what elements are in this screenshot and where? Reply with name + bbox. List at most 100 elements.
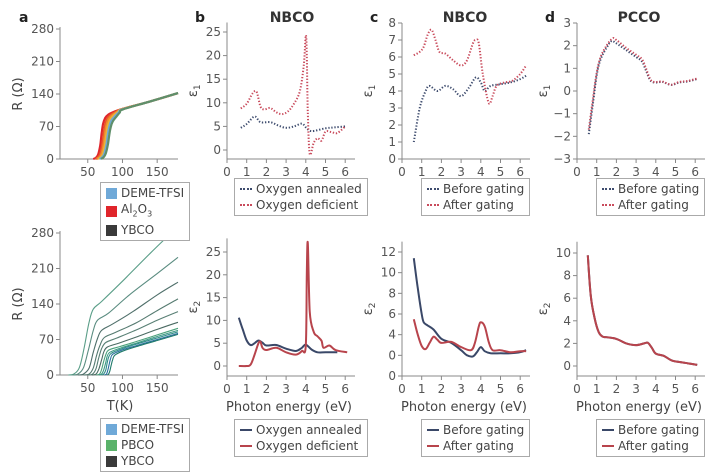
legend-swatch-ybco [106, 455, 117, 467]
legend-label: After gating [618, 198, 689, 212]
series-line-pbco-3 [77, 281, 179, 376]
y-axis-label-symbol: ε [361, 90, 376, 97]
legend-b-bottom: Oxygen annealed Oxygen deficient [234, 419, 368, 457]
legend-swatch-al2o3 [106, 206, 117, 218]
y-axis-label-subscript: 2 [368, 302, 378, 308]
x-tick-label: 3 [632, 165, 640, 179]
x-tick-label: 3 [282, 165, 290, 179]
legend-label: Oxygen deficient [256, 439, 359, 453]
y-tick-label: 70 [39, 333, 54, 347]
legend-swatch-ybco [106, 224, 117, 236]
y-axis-label: ε2 [186, 301, 203, 314]
legend-solid-line [427, 429, 439, 431]
legend-item: Before gating [602, 422, 699, 438]
y-axis-label: ε1 [536, 85, 553, 98]
y-tick-label: 140 [31, 87, 54, 101]
legend-dotted-line [427, 188, 439, 190]
legend-dotted-line [427, 204, 439, 206]
legend-item: DEME-TFSI [106, 421, 184, 437]
series-line-pbco-7 [95, 327, 179, 376]
y-tick-label: 6 [388, 50, 396, 64]
x-tick-label: 3 [632, 382, 640, 396]
y-tick-label: 10 [381, 266, 396, 280]
y-axis-label-symbol: ε [536, 308, 551, 315]
x-tick-label: 2 [613, 382, 621, 396]
y-tick-label: 0 [388, 369, 396, 383]
x-tick-label: 4 [477, 382, 485, 396]
legend-swatch-deme [106, 187, 117, 199]
legend-item: After gating [602, 438, 699, 454]
y-axis-label-subscript: 1 [368, 85, 378, 91]
legend-label: Before gating [618, 182, 700, 196]
x-axis-label: Photon energy (eV) [576, 400, 702, 415]
legend-label: Before gating [618, 423, 700, 437]
legend-label: DEME-TFSI [121, 186, 185, 200]
x-tick-label: 50 [80, 165, 95, 179]
y-tick-label: 5 [213, 119, 221, 133]
y-tick-label: 20 [206, 49, 221, 63]
x-tick-label: 5 [672, 165, 680, 179]
y-tick-label: 2 [563, 39, 571, 53]
y-tick-label: 4 [388, 328, 396, 342]
x-axis-label: Photon energy (eV) [401, 400, 527, 415]
legend-solid-line [602, 445, 614, 447]
series-line-deme-tfsi [104, 332, 179, 376]
legend-item: Before gating [427, 181, 524, 197]
y-tick-label: 25 [206, 245, 221, 259]
legend-item: After gating [427, 438, 524, 454]
y-tick-label: 10 [556, 246, 571, 260]
y-tick-label: 15 [206, 291, 221, 305]
legend-item: Al2O3 [106, 201, 184, 222]
y-tick-label: 20 [206, 268, 221, 282]
y-tick-label: 1 [388, 135, 396, 149]
y-tick-label: 10 [206, 96, 221, 110]
y-tick-label: 0 [388, 348, 396, 362]
x-tick-label: 4 [477, 165, 485, 179]
legend-dotted-line [240, 204, 252, 206]
legend-dotted-line [602, 188, 614, 190]
x-tick-label: 6 [341, 165, 349, 179]
y-tick-label: 70 [39, 120, 54, 134]
y-tick-label: 3 [563, 16, 571, 30]
legend-solid-line [240, 429, 252, 431]
y-axis-label-subscript: 2 [543, 302, 553, 308]
y-tick-label: 0 [46, 368, 54, 382]
y-tick-label: 0 [213, 143, 221, 157]
legend-label: Oxygen annealed [256, 423, 362, 437]
x-axis-label: Photon energy (eV) [226, 400, 352, 415]
y-tick-label: 0 [563, 84, 571, 98]
y-tick-label: 12 [381, 245, 396, 259]
x-tick-label: 0 [573, 165, 581, 179]
y-axis-label-symbol: ε [361, 308, 376, 315]
y-axis-label-symbol: ε [536, 90, 551, 97]
x-tick-label: 5 [322, 165, 330, 179]
series-line-after-gating [586, 255, 698, 366]
y-tick-label: −1 [553, 107, 571, 121]
y-tick-label: 2 [388, 118, 396, 132]
y-tick-label: 140 [31, 297, 54, 311]
y-tick-label: 3 [388, 101, 396, 115]
y-tick-label: 8 [563, 269, 571, 283]
y-tick-label: 25 [206, 25, 221, 39]
legend-c-bottom: Before gating After gating [421, 419, 531, 457]
x-tick-label: 50 [80, 381, 95, 395]
legend-a-top: DEME-TFSI Al2O3 YBCO [100, 182, 191, 242]
x-tick-label: 4 [652, 382, 660, 396]
series-line-oxygen-deficient [238, 240, 348, 368]
x-tick-label: 6 [691, 165, 699, 179]
legend-item: Oxygen deficient [240, 197, 362, 213]
x-tick-label: 1 [418, 165, 426, 179]
chart-a_top: 0 70 140 210 280 50 100 150 R (Ω) [11, 22, 179, 179]
x-tick-label: 6 [516, 382, 524, 396]
y-axis-label-subscript: 1 [543, 85, 553, 91]
x-tick-label: 1 [418, 382, 426, 396]
series-line-pbco-4 [83, 298, 179, 376]
y-tick-label: 7 [388, 33, 396, 47]
legend-solid-line [602, 429, 614, 431]
x-tick-label: 5 [672, 382, 680, 396]
x-tick-label: 0 [398, 382, 406, 396]
series-line-pbco-9 [101, 331, 179, 376]
